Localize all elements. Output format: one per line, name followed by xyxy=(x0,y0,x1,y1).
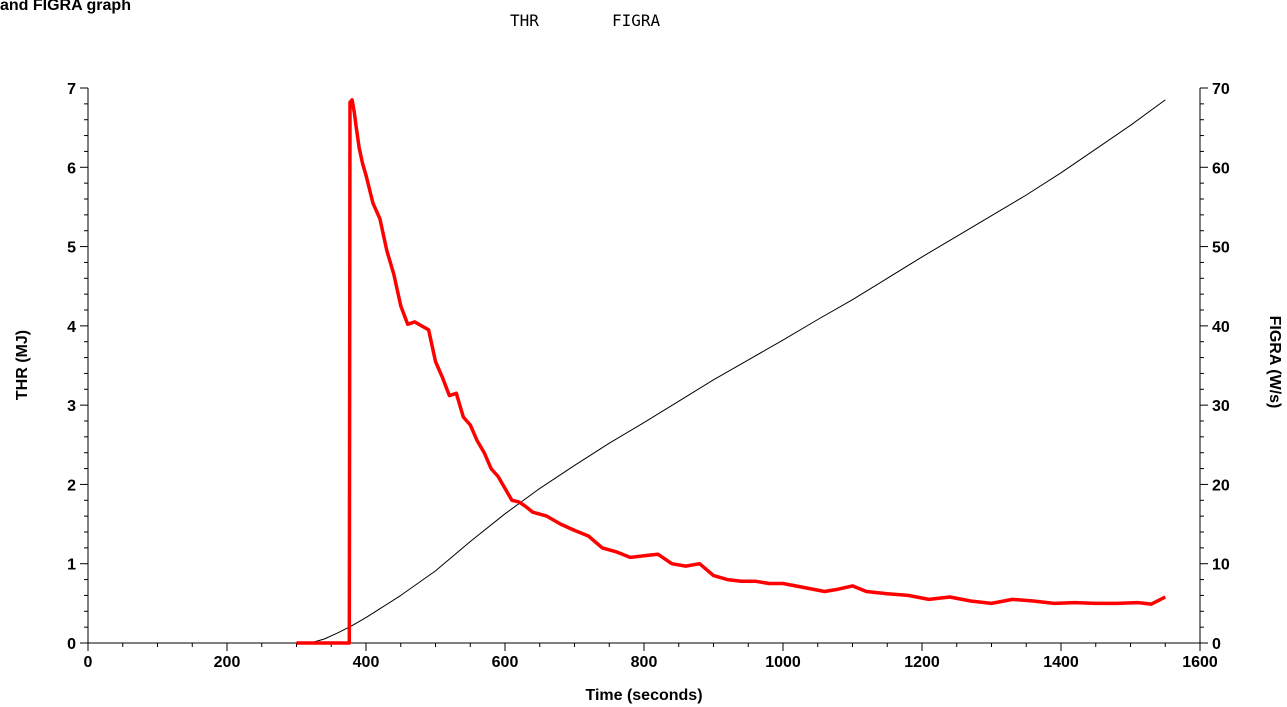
y-left-tick-label: 7 xyxy=(67,81,76,98)
y-left-tick-label: 1 xyxy=(67,557,76,574)
x-tick-label: 1200 xyxy=(904,654,940,671)
y-right-tick-label: 10 xyxy=(1212,557,1230,574)
x-tick-label: 200 xyxy=(214,654,241,671)
x-tick-label: 600 xyxy=(492,654,519,671)
thr-series-line xyxy=(296,99,1166,644)
series-layer xyxy=(296,98,1167,645)
x-tick-label: 1600 xyxy=(1182,654,1218,671)
x-tick-label: 1000 xyxy=(765,654,801,671)
x-tick-label: 1400 xyxy=(1043,654,1079,671)
y-left-tick-label: 3 xyxy=(67,398,76,415)
x-tick-label: 400 xyxy=(353,654,380,671)
axes xyxy=(87,88,1201,644)
x-tick-label: 0 xyxy=(84,654,93,671)
ticks xyxy=(80,87,1208,651)
chart-title: and FIGRA graph xyxy=(0,0,131,14)
legend-entry-figra: FIGRA xyxy=(612,11,661,30)
y-right-tick-label: 30 xyxy=(1212,398,1230,415)
y-right-tick-label: 50 xyxy=(1212,240,1230,257)
legend-entry-thr: THR xyxy=(510,11,539,30)
tick-labels: 0 200 400 600 800 1000 1200 1400 160001234567010… xyxy=(67,81,1230,671)
figra-series-line xyxy=(296,98,1167,645)
right-y-axis-title: FIGRA (W/s) xyxy=(1266,316,1283,409)
x-axis-title: Time (seconds) xyxy=(585,687,702,704)
legend: THR FIGRA xyxy=(510,11,661,30)
y-right-tick-label: 20 xyxy=(1212,477,1230,494)
y-right-tick-label: 70 xyxy=(1212,81,1230,98)
x-tick-label: 800 xyxy=(631,654,658,671)
y-left-tick-label: 6 xyxy=(67,160,76,177)
y-right-tick-label: 60 xyxy=(1212,160,1230,177)
y-right-tick-label: 0 xyxy=(1212,636,1221,653)
y-right-tick-label: 40 xyxy=(1212,319,1230,336)
y-left-tick-label: 0 xyxy=(67,636,76,653)
y-left-tick-label: 4 xyxy=(67,319,76,336)
y-left-tick-label: 2 xyxy=(67,477,76,494)
left-y-axis-title: THR (MJ) xyxy=(14,330,31,400)
y-left-tick-label: 5 xyxy=(67,240,76,257)
